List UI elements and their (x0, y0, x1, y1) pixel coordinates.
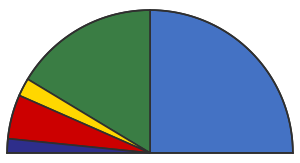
Polygon shape (28, 10, 150, 153)
Polygon shape (150, 10, 293, 153)
Polygon shape (8, 96, 150, 153)
Polygon shape (19, 79, 150, 153)
Polygon shape (7, 139, 150, 153)
